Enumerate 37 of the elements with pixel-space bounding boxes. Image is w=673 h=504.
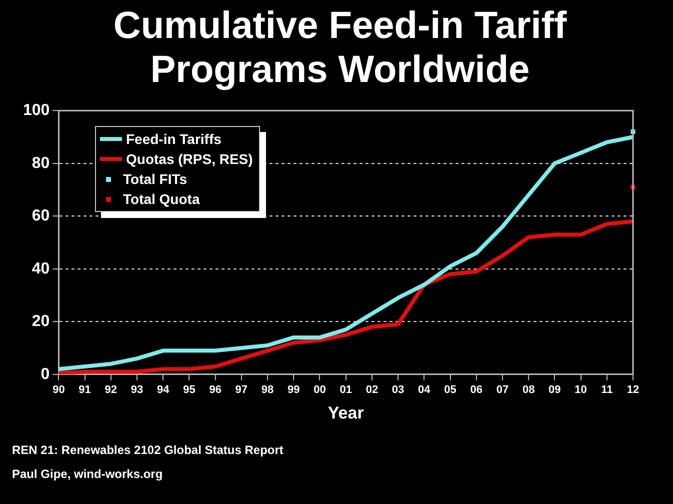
x-axis-title: Year [328, 403, 364, 422]
y-tick-label: 80 [32, 154, 50, 172]
legend-label: Total Quota [123, 191, 200, 207]
x-tick-label: 02 [366, 384, 378, 396]
x-tick-label: 10 [574, 384, 587, 396]
x-tick-label: 06 [470, 384, 482, 396]
x-tick-label: 11 [601, 384, 613, 396]
y-tick-label: 0 [40, 366, 50, 383]
x-tick-label: 94 [156, 384, 170, 396]
text: REN 21: Renewables 2102 Global Status Report [12, 442, 284, 459]
x-tick-label: 05 [444, 384, 456, 396]
x-tick-label: 95 [183, 384, 196, 396]
x-tick-label: 07 [496, 384, 509, 396]
x-tick-label: 00 [314, 384, 326, 396]
y-tick-label: 60 [32, 208, 50, 225]
x-tick-label: 98 [261, 384, 274, 396]
y-tick-label: 20 [32, 313, 50, 330]
x-tick-label: 01 [340, 384, 352, 396]
y-tick-label: 40 [32, 260, 50, 278]
chart-title: Cumulative Feed-in Tariff Programs Worldwide [112, 4, 568, 92]
x-tick-label: 03 [392, 384, 404, 396]
x-tick-label: 96 [209, 384, 222, 396]
x-tick-label: 90 [52, 384, 65, 396]
y-tick-label: 100 [22, 102, 50, 120]
legend-label: Feed-in Tariffs [126, 131, 222, 147]
x-tick-label: 93 [130, 384, 144, 396]
text: Paul Gipe, wind-works.org [12, 466, 164, 483]
x-tick-label: 08 [522, 384, 535, 396]
x-tick-label: 92 [104, 384, 118, 396]
x-tick-label: 12 [626, 384, 640, 396]
x-tick-label: 97 [235, 384, 248, 396]
legend-label: Quotas (RPS, RES) [126, 151, 253, 167]
x-tick-label: 91 [78, 384, 91, 396]
x-tick-label: 04 [418, 384, 432, 396]
x-tick-label: 99 [288, 384, 300, 396]
x-tick-label: 09 [548, 384, 561, 396]
legend-label: Total FITs [123, 171, 188, 187]
